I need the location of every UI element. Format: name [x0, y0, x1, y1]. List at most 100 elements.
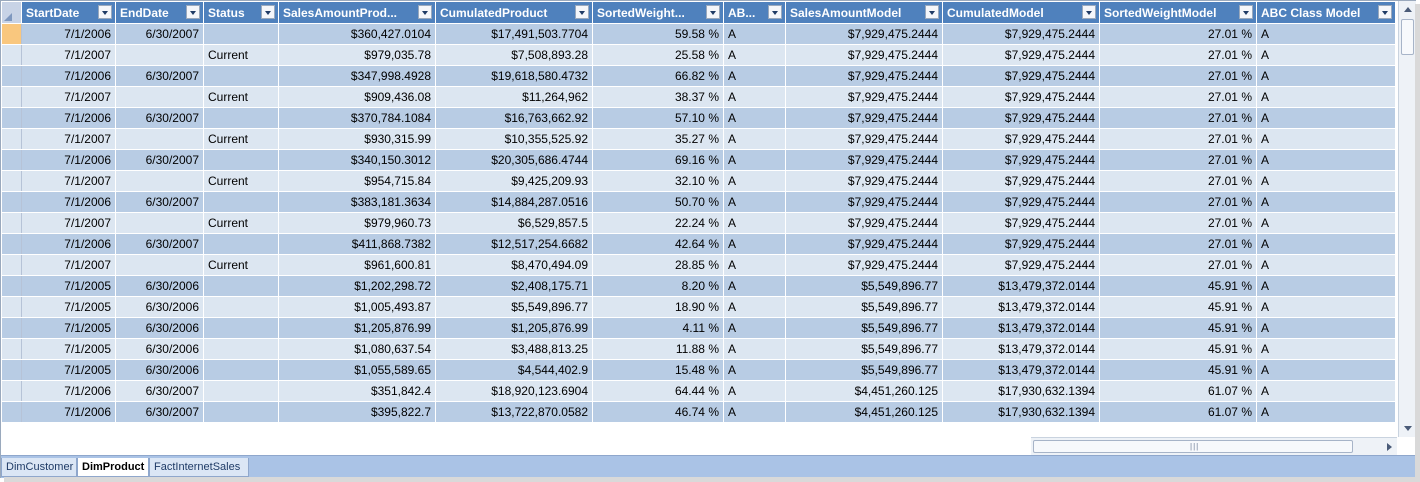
table-cell[interactable]: 6/30/2007 — [115, 380, 204, 402]
table-cell[interactable]: $979,960.73 — [278, 212, 436, 234]
table-cell[interactable]: 27.01 % — [1099, 107, 1257, 129]
table-cell[interactable]: 6/30/2006 — [115, 338, 204, 360]
table-cell[interactable] — [115, 128, 204, 150]
column-header-6[interactable]: SortedWeight... — [592, 1, 724, 24]
table-cell[interactable]: 28.85 % — [592, 254, 724, 276]
table-cell[interactable]: A — [1256, 212, 1396, 234]
select-all-corner[interactable] — [1, 1, 22, 24]
table-cell[interactable]: 6/30/2007 — [115, 23, 204, 45]
table-cell[interactable]: 32.10 % — [592, 170, 724, 192]
table-cell[interactable]: $7,929,475.2444 — [942, 212, 1100, 234]
table-cell[interactable]: 64.44 % — [592, 380, 724, 402]
table-cell[interactable]: A — [1256, 86, 1396, 108]
row-selector[interactable] — [1, 128, 22, 150]
table-cell[interactable]: 27.01 % — [1099, 233, 1257, 255]
scroll-down-arrow-icon[interactable] — [1399, 420, 1416, 437]
table-cell[interactable]: $13,479,372.0144 — [942, 359, 1100, 381]
table-cell[interactable]: 8.20 % — [592, 275, 724, 297]
table-cell[interactable] — [203, 23, 279, 45]
table-cell[interactable]: $13,479,372.0144 — [942, 338, 1100, 360]
table-cell[interactable]: $7,929,475.2444 — [942, 107, 1100, 129]
table-cell[interactable]: $5,549,896.77 — [785, 317, 943, 339]
row-selector[interactable] — [1, 296, 22, 318]
row-selector[interactable] — [1, 191, 22, 213]
table-cell[interactable]: Current — [203, 254, 279, 276]
table-cell[interactable]: A — [1256, 338, 1396, 360]
table-cell[interactable]: 6/30/2007 — [115, 107, 204, 129]
table-cell[interactable]: 69.16 % — [592, 149, 724, 171]
table-cell[interactable]: Current — [203, 86, 279, 108]
table-cell[interactable]: 27.01 % — [1099, 212, 1257, 234]
horizontal-scrollbar[interactable]: ||| — [1031, 437, 1397, 455]
table-cell[interactable]: 7/1/2007 — [21, 128, 116, 150]
table-cell[interactable] — [115, 44, 204, 66]
table-cell[interactable]: Current — [203, 44, 279, 66]
table-cell[interactable]: 7/1/2006 — [21, 191, 116, 213]
filter-dropdown-icon[interactable] — [418, 5, 432, 19]
table-cell[interactable]: $340,150.3012 — [278, 149, 436, 171]
table-cell[interactable]: A — [723, 233, 786, 255]
table-row[interactable]: 7/1/2006 6/30/2007 $370,784.1084 $16,763,66… — [1, 107, 1396, 129]
row-selector[interactable] — [1, 23, 22, 45]
table-cell[interactable]: A — [723, 86, 786, 108]
table-cell[interactable]: 7/1/2006 — [21, 107, 116, 129]
table-cell[interactable]: $7,929,475.2444 — [785, 149, 943, 171]
table-cell[interactable]: A — [1256, 191, 1396, 213]
table-cell[interactable] — [203, 296, 279, 318]
tab-dimcustomer[interactable]: DimCustomer — [1, 458, 77, 477]
table-cell[interactable]: $7,929,475.2444 — [785, 191, 943, 213]
table-cell[interactable]: A — [1256, 149, 1396, 171]
table-row[interactable]: 7/1/2005 6/30/2006 $1,202,298.72 $2,408,175… — [1, 275, 1396, 297]
filter-dropdown-icon[interactable] — [1082, 5, 1096, 19]
table-cell[interactable] — [203, 191, 279, 213]
table-cell[interactable]: 6/30/2007 — [115, 191, 204, 213]
table-cell[interactable]: 7/1/2005 — [21, 317, 116, 339]
table-cell[interactable]: $1,205,876.99 — [278, 317, 436, 339]
table-cell[interactable]: 57.10 % — [592, 107, 724, 129]
table-cell[interactable]: 6/30/2006 — [115, 359, 204, 381]
table-cell[interactable]: 61.07 % — [1099, 401, 1257, 423]
filter-dropdown-icon[interactable] — [186, 5, 200, 19]
table-cell[interactable]: $7,929,475.2444 — [942, 254, 1100, 276]
column-header-5[interactable]: CumulatedProduct — [435, 1, 593, 24]
column-header-7[interactable]: AB... — [723, 1, 786, 24]
row-selector[interactable] — [1, 65, 22, 87]
table-cell[interactable]: $7,929,475.2444 — [785, 86, 943, 108]
table-cell[interactable]: $4,544,402.9 — [435, 359, 593, 381]
table-cell[interactable]: $14,884,287.0516 — [435, 191, 593, 213]
table-cell[interactable]: A — [723, 149, 786, 171]
table-cell[interactable]: 7/1/2006 — [21, 401, 116, 423]
row-selector[interactable] — [1, 275, 22, 297]
table-cell[interactable] — [203, 65, 279, 87]
table-cell[interactable]: $1,080,637.54 — [278, 338, 436, 360]
table-cell[interactable]: Current — [203, 212, 279, 234]
table-cell[interactable]: A — [723, 107, 786, 129]
table-cell[interactable]: 61.07 % — [1099, 380, 1257, 402]
column-header-10[interactable]: SortedWeightModel — [1099, 1, 1257, 24]
table-cell[interactable]: $954,715.84 — [278, 170, 436, 192]
row-selector[interactable] — [1, 149, 22, 171]
table-cell[interactable]: A — [1256, 254, 1396, 276]
table-cell[interactable]: $7,929,475.2444 — [942, 233, 1100, 255]
scroll-right-arrow-icon[interactable] — [1380, 438, 1397, 455]
table-cell[interactable]: 42.64 % — [592, 233, 724, 255]
table-cell[interactable]: $13,479,372.0144 — [942, 317, 1100, 339]
table-cell[interactable]: 35.27 % — [592, 128, 724, 150]
table-row[interactable]: 7/1/2006 6/30/2007 $340,150.3012 $20,305,68… — [1, 149, 1396, 171]
table-cell[interactable]: Current — [203, 170, 279, 192]
table-cell[interactable]: $370,784.1084 — [278, 107, 436, 129]
table-cell[interactable]: A — [723, 170, 786, 192]
filter-dropdown-icon[interactable] — [98, 5, 112, 19]
table-cell[interactable]: $2,408,175.71 — [435, 275, 593, 297]
filter-dropdown-icon[interactable] — [261, 5, 275, 19]
table-cell[interactable]: A — [723, 44, 786, 66]
table-cell[interactable] — [203, 233, 279, 255]
table-cell[interactable]: $4,451,260.125 — [785, 380, 943, 402]
column-header-3[interactable]: Status — [203, 1, 279, 24]
table-cell[interactable]: 27.01 % — [1099, 191, 1257, 213]
table-cell[interactable]: A — [723, 191, 786, 213]
table-cell[interactable] — [203, 275, 279, 297]
table-cell[interactable]: $17,930,632.1394 — [942, 380, 1100, 402]
table-cell[interactable]: $1,005,493.87 — [278, 296, 436, 318]
row-selector[interactable] — [1, 338, 22, 360]
